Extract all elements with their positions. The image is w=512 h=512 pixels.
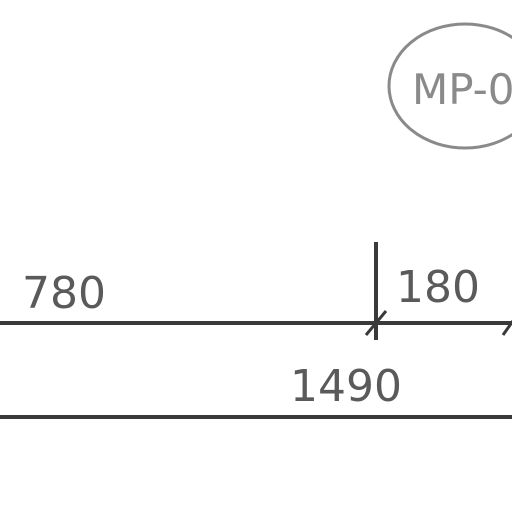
dimension-chain-upper: 780 180 (0, 242, 512, 340)
dimension-value-1490: 1490 (290, 361, 402, 412)
dimension-chain-overall: 1490 (0, 361, 512, 419)
tag-label: MP-0 (412, 65, 512, 114)
dimension-tick-right (501, 319, 512, 336)
tag-callout: MP-0 (387, 22, 512, 150)
tag-bubble-outline (387, 22, 512, 150)
dimension-tick-mid (364, 310, 388, 336)
dimension-value-780: 780 (22, 268, 106, 319)
dimension-value-180: 180 (396, 262, 480, 313)
